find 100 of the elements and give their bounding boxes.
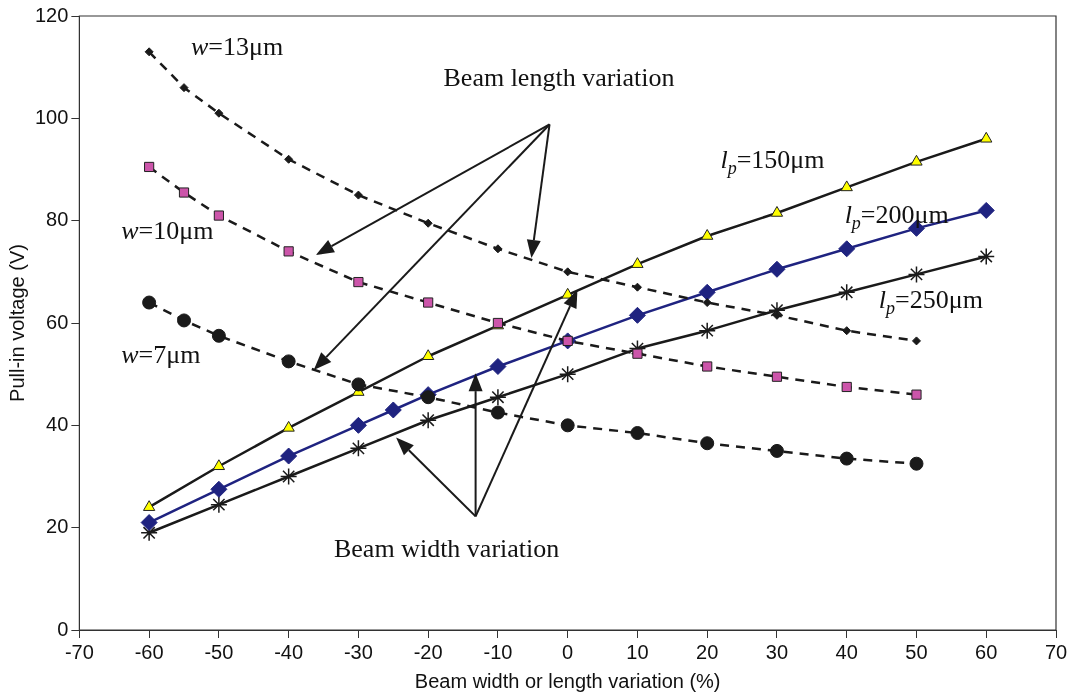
point — [279, 467, 298, 486]
annotation: Beam length variation — [443, 63, 675, 93]
x-tick-label: -70 — [64, 640, 94, 663]
point — [214, 108, 224, 118]
y-tick-label: 0 — [57, 617, 69, 640]
point — [423, 297, 434, 308]
point — [351, 377, 366, 392]
point — [838, 240, 856, 258]
y-tick-label: 60 — [46, 310, 69, 333]
x-tick-label: -60 — [134, 640, 164, 663]
point — [284, 154, 294, 164]
point — [701, 229, 714, 240]
point — [143, 500, 156, 511]
point — [563, 267, 573, 277]
point — [768, 260, 786, 278]
x-axis-title: Beam width or length variation (%) — [414, 669, 721, 692]
point — [423, 218, 433, 228]
point — [911, 389, 922, 400]
point — [349, 439, 368, 458]
point — [140, 514, 158, 532]
series-label: w=7μm — [121, 340, 201, 370]
x-tick-label: 20 — [696, 640, 719, 663]
point — [560, 418, 575, 433]
point — [178, 187, 190, 198]
x-tick-label: -30 — [343, 640, 373, 663]
y-tick-label: 120 — [34, 3, 69, 26]
series-label: l$_{p}$=200μm — [844, 199, 949, 233]
y-tick-label: 40 — [46, 412, 69, 435]
point — [628, 306, 646, 324]
point — [980, 131, 993, 143]
point — [489, 357, 507, 375]
point — [211, 328, 226, 343]
point — [419, 411, 437, 429]
x-tick-label: -10 — [483, 640, 513, 663]
point — [698, 283, 716, 301]
point — [977, 247, 995, 266]
point — [422, 349, 435, 361]
point — [421, 390, 436, 405]
point — [210, 480, 228, 498]
annotation: Beam width variation — [333, 533, 560, 563]
point — [490, 405, 505, 420]
point — [702, 298, 712, 308]
point — [700, 436, 715, 451]
y-tick-label: 20 — [46, 515, 69, 538]
point — [632, 282, 642, 292]
x-tick-label: -20 — [413, 640, 443, 663]
point — [769, 443, 784, 458]
point — [907, 265, 926, 284]
x-tick-label: 30 — [765, 640, 789, 663]
y-tick-label: 80 — [46, 208, 69, 231]
point — [841, 381, 852, 393]
x-tick-label: 50 — [905, 640, 928, 663]
point — [142, 295, 157, 310]
point — [977, 201, 995, 219]
point — [909, 456, 924, 471]
point — [353, 276, 364, 288]
series-label: w=13μm — [190, 31, 284, 61]
point — [768, 301, 786, 319]
x-tick-label: -50 — [204, 640, 234, 663]
point — [140, 524, 158, 542]
point — [144, 161, 155, 173]
point — [283, 246, 294, 257]
point — [911, 336, 921, 346]
y-axis-title: Pull-in voltage (V) — [5, 244, 28, 402]
series-label: l$_{p}$=150μm — [720, 145, 825, 179]
point — [770, 205, 784, 217]
point — [280, 447, 298, 465]
point — [177, 313, 192, 328]
point — [632, 348, 643, 359]
point — [839, 451, 854, 466]
x-tick-label: -40 — [274, 640, 304, 663]
point — [698, 321, 716, 340]
point — [771, 371, 783, 382]
point — [631, 257, 644, 268]
point — [179, 83, 189, 93]
point — [384, 401, 402, 419]
point — [837, 283, 856, 302]
point — [282, 420, 295, 432]
x-tick-label: 10 — [626, 640, 649, 663]
point — [281, 354, 296, 369]
point — [212, 459, 226, 471]
point — [353, 190, 363, 200]
series-label: w=10μm — [121, 215, 214, 245]
x-tick-label: 60 — [975, 640, 998, 663]
point — [840, 180, 853, 192]
x-tick-label: 40 — [835, 640, 858, 663]
point — [702, 361, 713, 372]
point — [349, 416, 367, 434]
y-tick-label: 100 — [34, 105, 69, 128]
point — [842, 326, 852, 336]
series-label: l$_{p}$=250μm — [878, 284, 983, 319]
point — [489, 388, 507, 406]
point — [910, 154, 923, 166]
point — [558, 365, 577, 383]
point — [630, 426, 645, 441]
point — [493, 244, 503, 254]
point — [210, 495, 228, 514]
x-tick-label: 70 — [1044, 640, 1068, 663]
point — [213, 210, 224, 221]
point — [144, 47, 154, 57]
